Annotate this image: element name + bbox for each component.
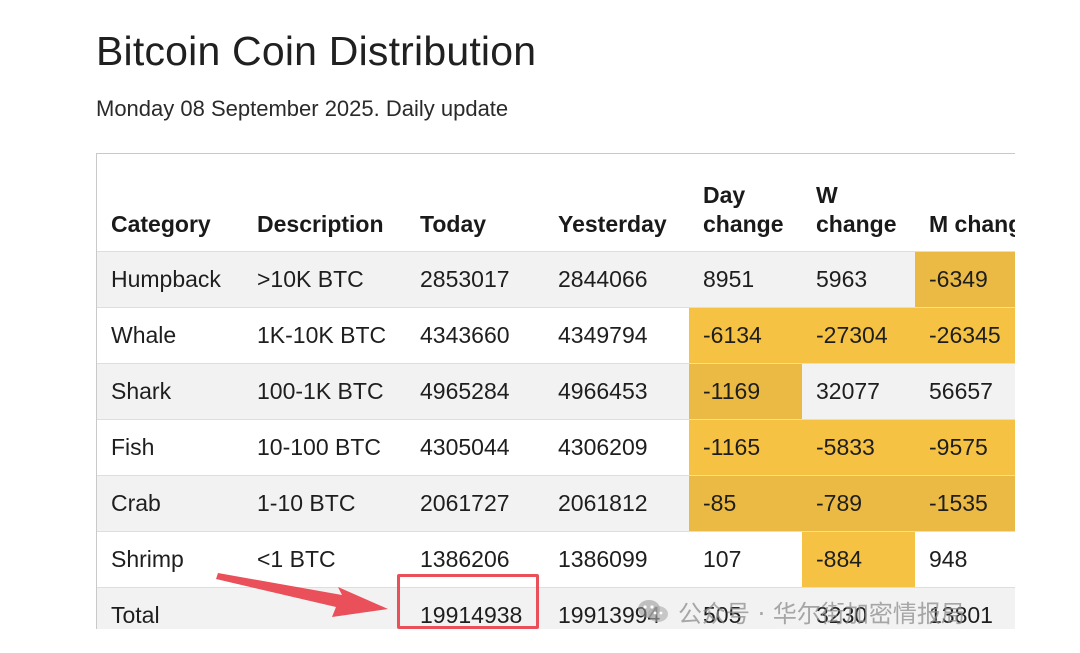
table-row-fish: Fish 10-100 BTC 4305044 4306209 -1165 -5… [97, 419, 1015, 476]
cell-w-change: 32077 [802, 363, 915, 420]
cell-description: <1 BTC [243, 531, 406, 588]
cell-description: 100-1K BTC [243, 363, 406, 420]
cell-w-change: -789 [802, 475, 915, 532]
cell-category: Fish [97, 419, 243, 476]
page-subtitle: Monday 08 September 2025. Daily update [96, 96, 509, 121]
cell-w-change: -884 [802, 531, 915, 588]
cell-yesterday: 1386099 [544, 531, 689, 588]
cell-today-total: 19914938 [406, 587, 544, 629]
cell-category: Whale [97, 307, 243, 364]
cell-m-change: 56657 [915, 363, 1015, 420]
total-highlight-box [397, 574, 539, 629]
cell-day-change: 107 [689, 531, 802, 588]
watermark: 公众号 · 华尔街加密情报局 [636, 594, 965, 628]
cell-yesterday: 4349794 [544, 307, 689, 364]
cell-day-change: -1165 [689, 419, 802, 476]
distribution-table-container: Category Description Today Yesterday Day… [96, 153, 1015, 629]
cell-today: 4305044 [406, 419, 544, 476]
table-row-shrimp: Shrimp <1 BTC 1386206 1386099 107 -884 9… [97, 531, 1015, 588]
cell-m-change: -9575 [915, 419, 1015, 476]
cell-today: 2061727 [406, 475, 544, 532]
cell-m-change: -6349 [915, 251, 1015, 308]
page-title: Bitcoin Coin Distribution [96, 28, 537, 74]
cell-today: 4965284 [406, 363, 544, 420]
cell-yesterday: 4966453 [544, 363, 689, 420]
table-header-row: Category Description Today Yesterday Day… [97, 154, 1015, 252]
cell-category: Humpback [97, 251, 243, 308]
distribution-table: Category Description Today Yesterday Day… [97, 154, 1015, 629]
cell-w-change: 5963 [802, 251, 915, 308]
column-header-description: Description [243, 154, 406, 252]
cell-today: 4343660 [406, 307, 544, 364]
cell-category: Total [97, 587, 243, 629]
watermark-text: 公众号 · 华尔街加密情报局 [678, 599, 965, 628]
wechat-icon [638, 600, 668, 622]
cell-day-change: -85 [689, 475, 802, 532]
cell-w-change: 3230 [802, 587, 915, 629]
red-arrow-annotation [216, 573, 388, 617]
table-row-total: Total 19914938 19913994 505 3230 13801 [97, 587, 1015, 629]
cell-yesterday: 2844066 [544, 251, 689, 308]
cell-today: 2853017 [406, 251, 544, 308]
table-row-humpback: Humpback >10K BTC 2853017 2844066 8951 5… [97, 251, 1015, 308]
cell-day-change: 8951 [689, 251, 802, 308]
cell-m-change: -1535 [915, 475, 1015, 532]
cell-description: 10-100 BTC [243, 419, 406, 476]
table-row-crab: Crab 1-10 BTC 2061727 2061812 -85 -789 -… [97, 475, 1015, 532]
cell-m-change: 948 [915, 531, 1015, 588]
column-header-yesterday: Yesterday [544, 154, 689, 252]
column-header-category: Category [97, 154, 243, 252]
cell-category: Shark [97, 363, 243, 420]
column-header-today: Today [406, 154, 544, 252]
cell-category: Crab [97, 475, 243, 532]
cell-today: 1386206 [406, 531, 544, 588]
cell-description: 1-10 BTC [243, 475, 406, 532]
column-header-w-change: W change [802, 154, 915, 252]
cell-w-change: -27304 [802, 307, 915, 364]
column-header-m-change: M change [915, 154, 1015, 252]
cell-day-change: 505 [689, 587, 802, 629]
cell-description: >10K BTC [243, 251, 406, 308]
cell-day-change: -1169 [689, 363, 802, 420]
cell-description: 1K-10K BTC [243, 307, 406, 364]
cell-m-change: -26345 [915, 307, 1015, 364]
cell-m-change: 13801 [915, 587, 1015, 629]
table-row-whale: Whale 1K-10K BTC 4343660 4349794 -6134 -… [97, 307, 1015, 364]
cell-yesterday: 2061812 [544, 475, 689, 532]
cell-yesterday: 4306209 [544, 419, 689, 476]
table-row-shark: Shark 100-1K BTC 4965284 4966453 -1169 3… [97, 363, 1015, 420]
cell-day-change: -6134 [689, 307, 802, 364]
cell-w-change: -5833 [802, 419, 915, 476]
column-header-day-change: Day change [689, 154, 802, 252]
